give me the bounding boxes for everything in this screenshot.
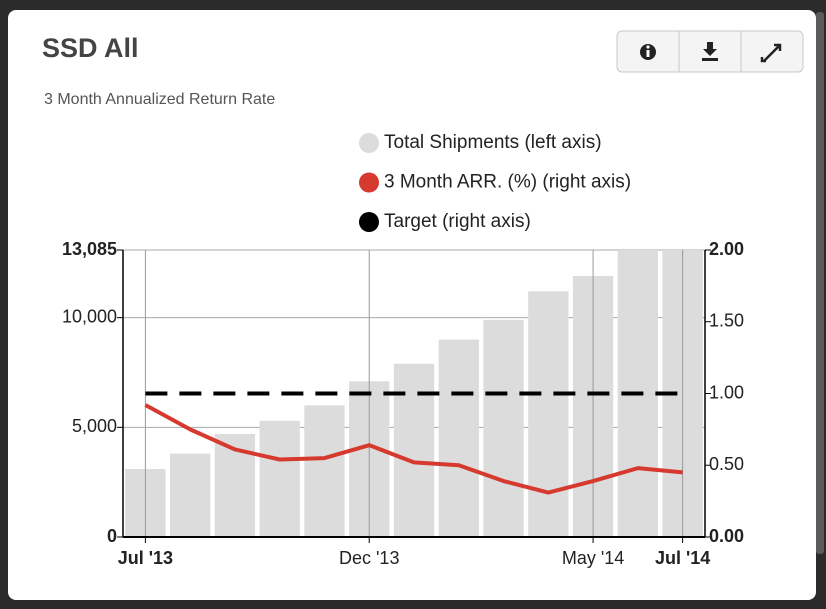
legend-swatch	[359, 212, 379, 232]
y-tick-label: 0	[107, 526, 117, 546]
bar	[170, 453, 211, 537]
y2-tick-label: 1.00	[709, 382, 744, 402]
bar	[438, 339, 479, 537]
legend-label: Total Shipments (left axis)	[384, 132, 602, 153]
info-icon-dot	[646, 45, 650, 49]
card	[8, 10, 816, 600]
toolbar	[616, 30, 804, 73]
y-tick-label: 10,000	[62, 306, 117, 326]
expand-icon	[760, 43, 782, 63]
info-button[interactable]	[618, 32, 678, 71]
y2-tick-label: 2.00	[709, 239, 744, 259]
chart-subtitle: 3 Month Annualized Return Rate	[44, 91, 275, 108]
legend-label: Target (right axis)	[384, 211, 531, 232]
y2-tick-label: 0.50	[709, 454, 744, 474]
download-button[interactable]	[680, 32, 740, 71]
bar	[528, 291, 569, 537]
legend-swatch	[359, 133, 379, 153]
download-icon-base	[702, 58, 718, 61]
x-tick-label: Jul '13	[118, 548, 173, 568]
info-icon-bar	[646, 50, 650, 57]
bar	[304, 405, 345, 537]
bar	[393, 363, 435, 537]
legend-swatch	[359, 172, 379, 193]
series-line	[144, 403, 683, 495]
chart-title: SSD All	[42, 33, 139, 63]
x-tick-label: Dec '13	[339, 548, 399, 568]
bar	[259, 420, 300, 537]
x-tick-label: May '14	[562, 548, 624, 568]
legend-label: 3 Month ARR. (%) (right axis)	[384, 172, 631, 193]
y2-tick-label: 1.50	[709, 311, 744, 331]
y2-tick-label: 0.00	[709, 526, 744, 546]
x-tick-label: Jul '14	[655, 548, 710, 568]
y-tick-label: 13,085	[62, 239, 117, 259]
scrollbar[interactable]	[816, 12, 824, 554]
download-icon	[703, 42, 717, 56]
expand-button[interactable]	[742, 32, 802, 71]
y-tick-label: 5,000	[72, 416, 117, 436]
bar	[483, 319, 524, 537]
